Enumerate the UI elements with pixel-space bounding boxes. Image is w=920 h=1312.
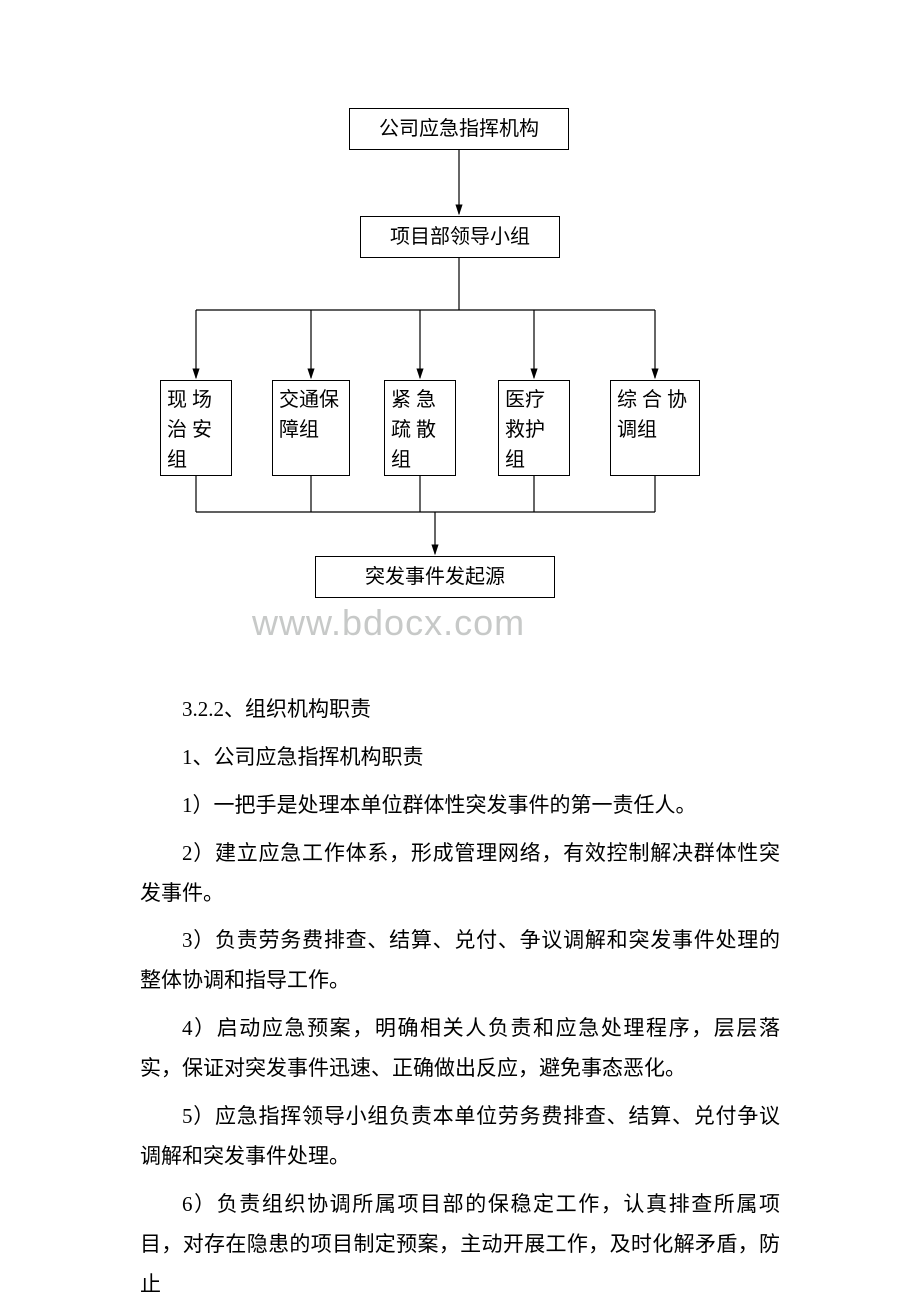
node-group-traffic: 交通保障组 [272, 380, 350, 476]
paragraph: 6）负责组织协调所属项目部的保稳定工作，认真排查所属项目，对存在隐患的项目制定预… [140, 1185, 780, 1305]
node-label: 公司应急指挥机构 [379, 114, 539, 144]
node-group-medical: 医疗救护组 [498, 380, 570, 476]
node-incident-source: 突发事件发起源 [315, 556, 555, 598]
paragraph: 2）建立应急工作体系，形成管理网络，有效控制解决群体性突发事件。 [140, 834, 780, 914]
node-label: 医疗救护组 [505, 385, 563, 475]
node-project-leadership: 项目部领导小组 [360, 216, 560, 258]
org-flowchart: 公司应急指挥机构 项目部领导小组 现 场治 安组 交通保障组 紧 急疏 散组 医… [0, 0, 920, 640]
subsection-heading: 1、公司应急指挥机构职责 [140, 738, 780, 778]
paragraph: 3）负责劳务费排查、结算、兑付、争议调解和突发事件处理的整体协调和指导工作。 [140, 921, 780, 1001]
watermark-text: www.bdocx.com [252, 602, 525, 644]
node-label: 项目部领导小组 [390, 222, 530, 252]
node-group-coordination: 综 合 协调组 [610, 380, 700, 476]
paragraph: 5）应急指挥领导小组负责本单位劳务费排查、结算、兑付争议调解和突发事件处理。 [140, 1097, 780, 1177]
node-label: 交通保障组 [279, 385, 343, 445]
node-label: 综 合 协调组 [617, 385, 693, 445]
document-body: 3.2.2、组织机构职责 1、公司应急指挥机构职责 1）一把手是处理本单位群体性… [140, 690, 780, 1312]
paragraph: 1）一把手是处理本单位群体性突发事件的第一责任人。 [140, 786, 780, 826]
node-group-security: 现 场治 安组 [160, 380, 232, 476]
flowchart-connectors [0, 0, 920, 640]
node-label: 现 场治 安组 [167, 385, 225, 475]
node-group-evacuation: 紧 急疏 散组 [384, 380, 456, 476]
paragraph: 4）启动应急预案，明确相关人负责和应急处理程序，层层落实，保证对突发事件迅速、正… [140, 1009, 780, 1089]
node-label: 突发事件发起源 [365, 562, 505, 592]
node-company-command: 公司应急指挥机构 [349, 108, 569, 150]
section-heading: 3.2.2、组织机构职责 [140, 690, 780, 730]
node-label: 紧 急疏 散组 [391, 385, 449, 475]
